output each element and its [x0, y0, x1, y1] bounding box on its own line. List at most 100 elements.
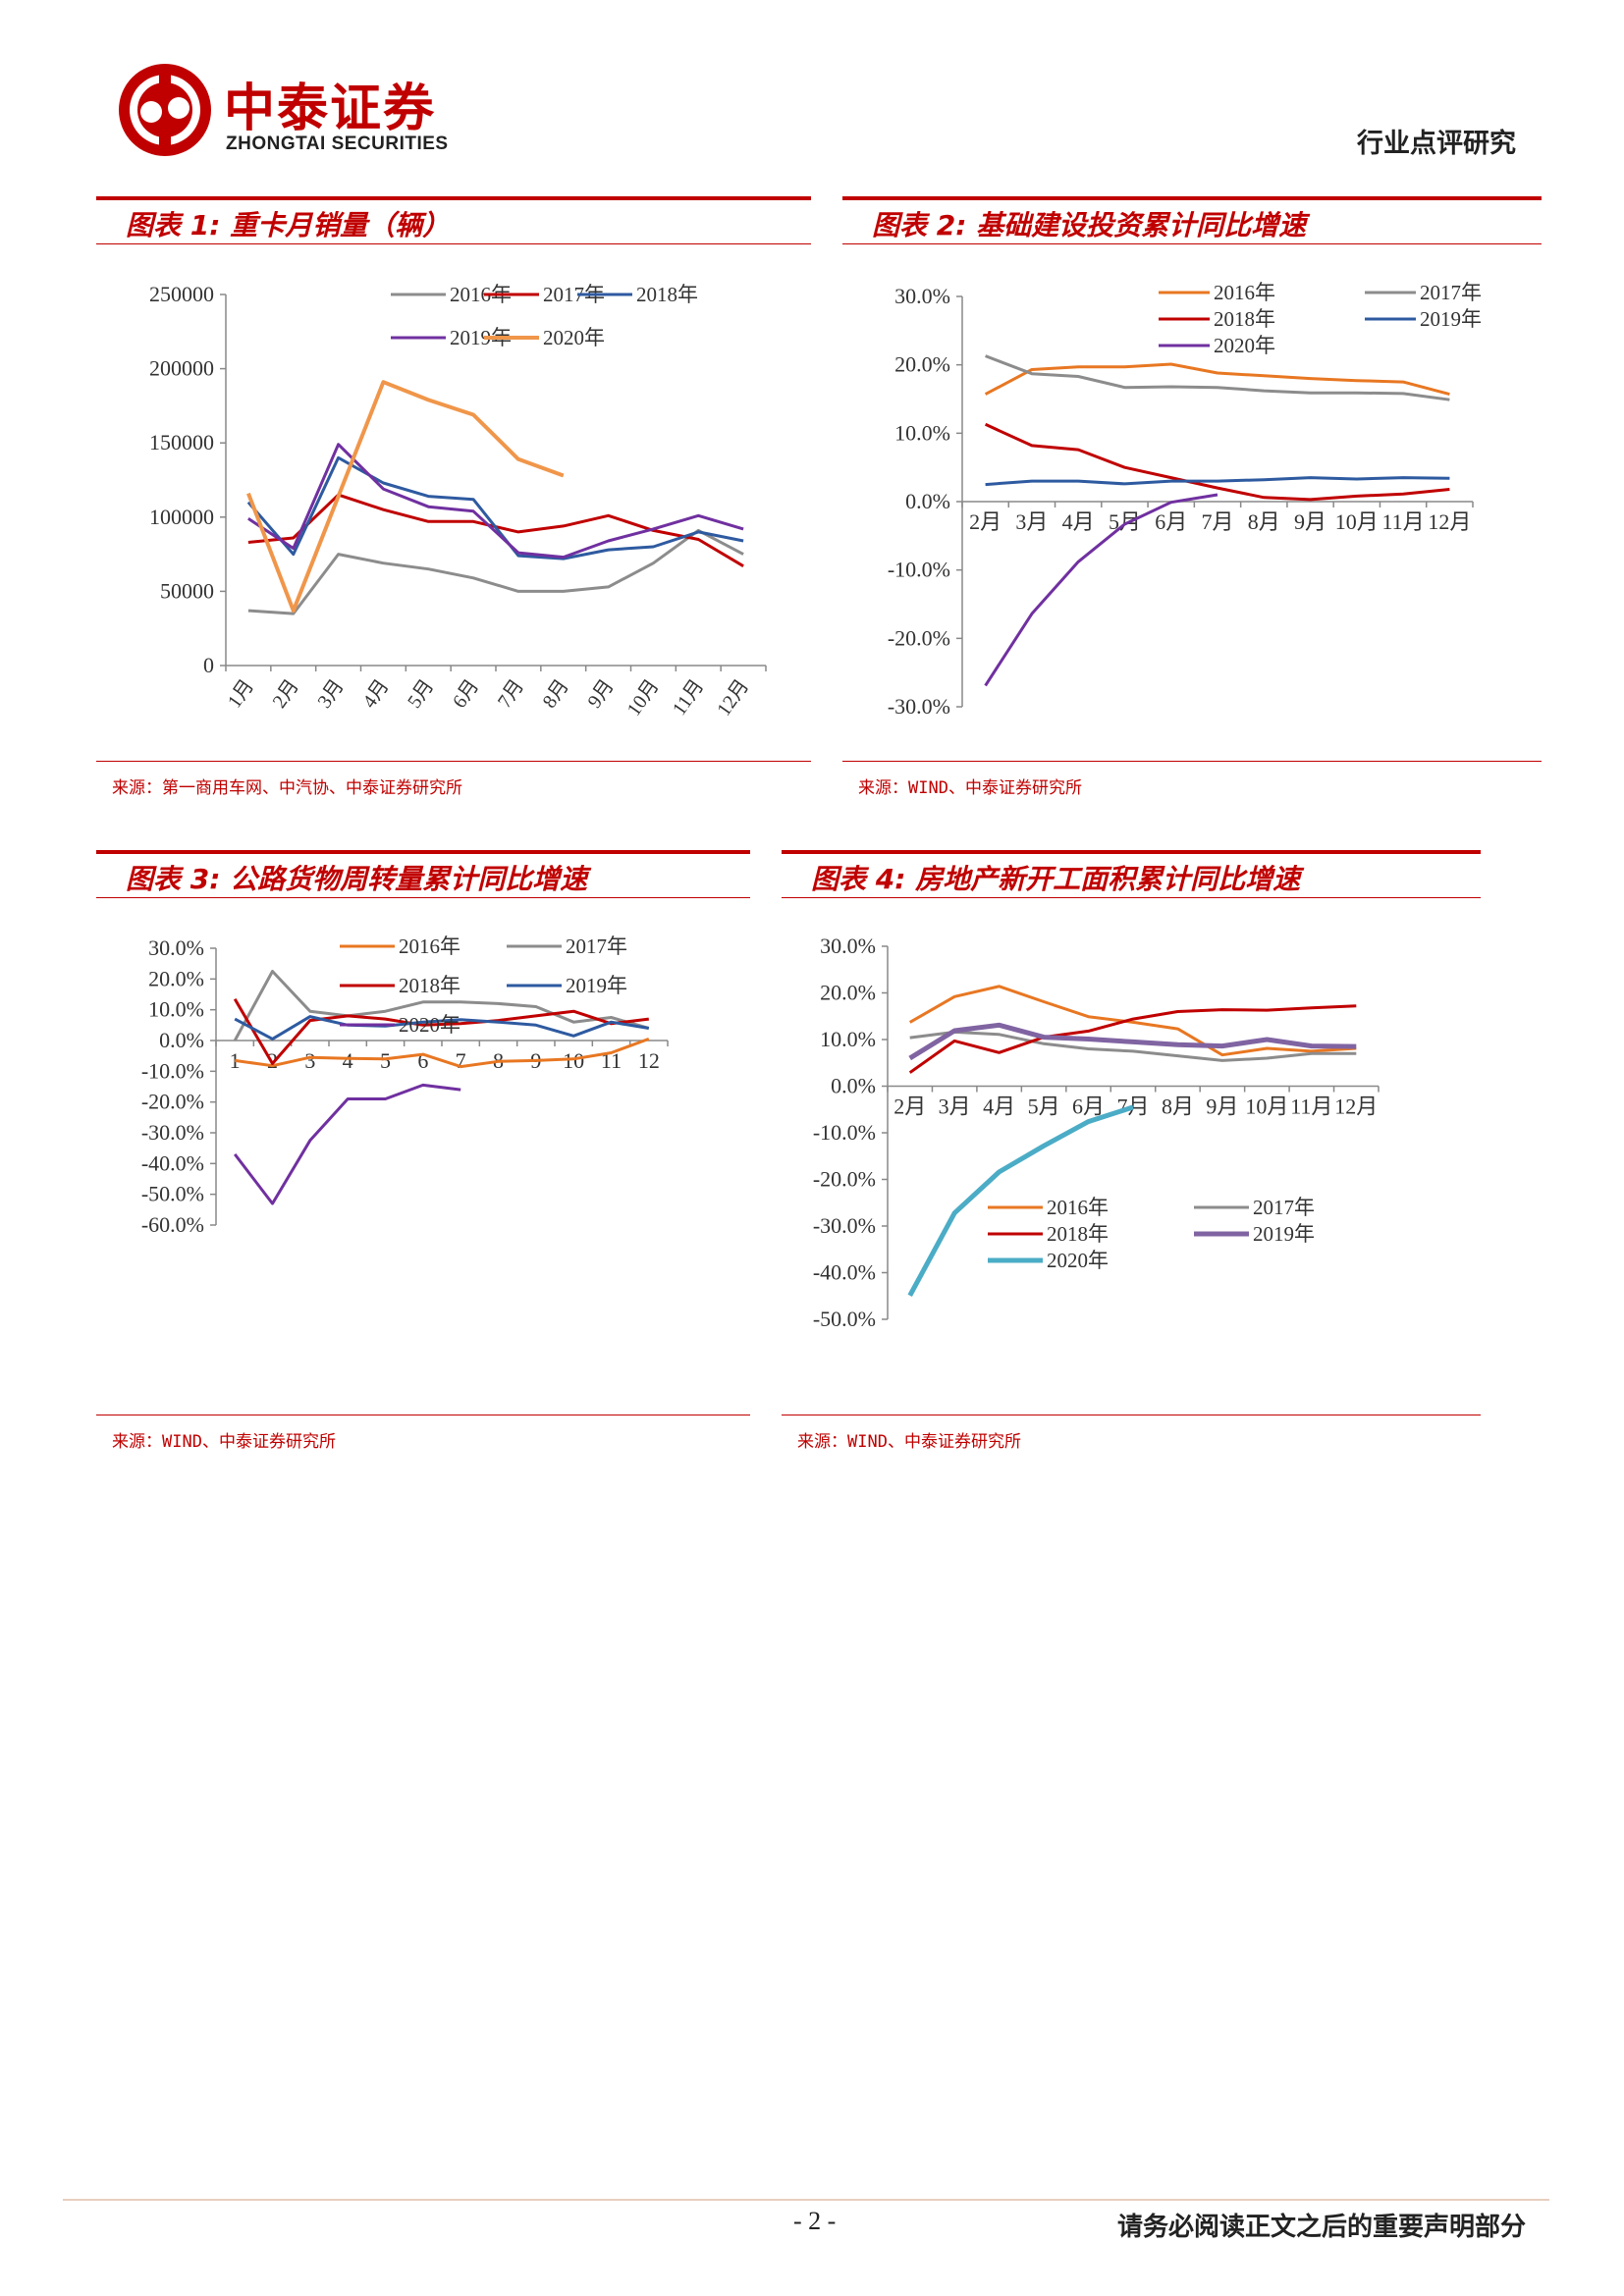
series-line-2016年 — [908, 985, 1357, 1057]
y-tick-label: 200000 — [149, 356, 214, 381]
x-tick-label: 6月 — [1072, 1095, 1105, 1119]
y-tick-label: -30.0% — [888, 694, 950, 719]
x-tick-label: 7月 — [1201, 509, 1233, 534]
series-line-2017年 — [233, 970, 650, 1041]
x-tick-label: 2月 — [893, 1095, 926, 1119]
x-tick-label: 7月 — [1116, 1095, 1149, 1119]
series-line-2018年 — [246, 455, 744, 561]
y-tick-label: -10.0% — [888, 558, 950, 582]
x-tick-label: 4月 — [1062, 509, 1095, 534]
x-tick-label: 11月 — [1381, 509, 1424, 534]
x-tick-label: 5月 — [404, 675, 438, 712]
series-line-2019年 — [234, 1015, 650, 1041]
y-tick-label: 0 — [203, 653, 214, 677]
x-tick-label: 4月 — [358, 675, 393, 712]
y-tick-label: 250000 — [149, 282, 214, 306]
chart-source-2: 来源：WIND、中泰证券研究所 — [858, 778, 1082, 798]
x-tick-label: 3月 — [1015, 509, 1048, 534]
series-line-2020年 — [984, 493, 1218, 687]
x-tick-label: 9月 — [1294, 509, 1326, 534]
chart-title-3: 图表 3: 公路货物周转量累计同比增速 — [126, 863, 588, 895]
x-tick-label: 12月 — [713, 675, 753, 720]
y-tick-label: 100000 — [149, 505, 214, 529]
legend-label: 2017年 — [1420, 281, 1482, 304]
series-line-2017年 — [985, 354, 1450, 401]
series-line-2019年 — [247, 443, 744, 560]
legend-label: 2016年 — [399, 934, 460, 958]
chart-source-4: 来源：WIND、中泰证券研究所 — [797, 1432, 1021, 1452]
x-tick-label: 9月 — [1206, 1095, 1238, 1119]
series-line-2020年 — [907, 1104, 1134, 1297]
x-tick-label: 11月 — [669, 675, 709, 720]
y-tick-label: 30.0% — [148, 935, 204, 960]
legend-label: 2020年 — [1047, 1249, 1109, 1272]
series-line-2018年 — [233, 997, 649, 1065]
y-tick-label: -50.0% — [813, 1307, 876, 1331]
x-tick-label: 2月 — [269, 675, 303, 712]
logo-name: 中泰证券 — [224, 80, 437, 138]
legend-label: 2018年 — [1214, 307, 1275, 331]
series-line-2016年 — [234, 1037, 650, 1069]
chart-source-3: 来源：WIND、中泰证券研究所 — [112, 1432, 336, 1452]
legend-label: 2020年 — [399, 1013, 460, 1037]
logo-emblem-icon — [119, 64, 211, 156]
legend-label: 2017年 — [1253, 1196, 1315, 1219]
legend-label: 2016年 — [1047, 1196, 1109, 1219]
x-tick-label: 10月 — [1245, 1095, 1288, 1119]
x-tick-label: 12月 — [1428, 509, 1471, 534]
chart-panel-4: 图表 4: 房地产新开工面积累计同比增速 -50.0% -40.0% -30.0% -… — [782, 850, 1481, 1459]
y-tick-label: 150000 — [149, 430, 214, 454]
legend-label: 2020年 — [543, 326, 605, 349]
y-tick-label: -40.0% — [141, 1150, 204, 1175]
legend-label: 2018年 — [399, 974, 460, 997]
y-tick-label: 10.0% — [820, 1027, 876, 1051]
x-tick-label: 10 — [563, 1048, 584, 1073]
y-tick-label: 20.0% — [894, 352, 950, 377]
x-tick-label: 11月 — [1290, 1095, 1332, 1119]
company-logo: 中泰证券 ZHONGTAI SECURITIES — [116, 61, 489, 164]
y-tick-label: -60.0% — [141, 1212, 204, 1237]
x-tick-label: 10月 — [1335, 509, 1379, 534]
x-tick-label: 6月 — [449, 675, 483, 712]
y-tick-label: -20.0% — [813, 1167, 876, 1192]
page-number: - 2 - — [793, 2207, 837, 2235]
x-tick-label: 2月 — [969, 509, 1001, 534]
chart-title-1: 图表 1: 重卡月销量（辆） — [126, 209, 451, 241]
x-tick-label: 8月 — [539, 675, 573, 712]
y-tick-label: 30.0% — [820, 934, 876, 958]
x-tick-label: 1月 — [224, 675, 258, 712]
y-tick-label: -40.0% — [813, 1260, 876, 1285]
legend-label: 2018年 — [636, 283, 698, 306]
y-tick-label: 10.0% — [148, 997, 204, 1022]
x-tick-label: 5月 — [1109, 509, 1141, 534]
x-tick-label: 7 — [456, 1048, 466, 1073]
x-tick-label: 7月 — [494, 675, 528, 712]
series-line-2020年 — [234, 1083, 461, 1205]
x-tick-label: 5月 — [1028, 1095, 1060, 1119]
series-line-2017年 — [909, 1030, 1357, 1062]
y-tick-label: -30.0% — [141, 1120, 204, 1145]
x-tick-label: 8月 — [1162, 1095, 1194, 1119]
chart-panel-1: 图表 1: 重卡月销量（辆） 0 50000 100000 150000 200000 2… — [96, 196, 811, 805]
legend-label: 2016年 — [1214, 281, 1275, 304]
x-tick-label: 3月 — [313, 675, 348, 712]
x-tick-label: 8月 — [1248, 509, 1280, 534]
x-tick-label: 9月 — [583, 675, 618, 712]
y-tick-label: -50.0% — [141, 1182, 204, 1206]
x-tick-label: 4月 — [983, 1095, 1015, 1119]
chart-panel-2: 图表 2: 基础建设投资累计同比增速 -30.0% -20.0% -10.0% 0.0… — [842, 196, 1542, 805]
series-line-2019年 — [908, 1022, 1357, 1061]
x-tick-label: 1 — [230, 1048, 241, 1073]
series-line-2020年 — [246, 380, 565, 614]
y-tick-label: 0.0% — [159, 1028, 204, 1052]
y-tick-label: 10.0% — [894, 420, 950, 445]
x-tick-label: 4 — [343, 1048, 353, 1073]
chart-2: -30.0% -20.0% -10.0% 0.0% 10.0% 20.0% 30.0% 2月 3… — [888, 281, 1482, 719]
x-tick-label: 2 — [267, 1048, 278, 1073]
y-tick-label: -10.0% — [141, 1058, 204, 1083]
y-tick-label: -30.0% — [813, 1213, 876, 1238]
y-tick-label: -20.0% — [141, 1090, 204, 1114]
chart-title-2: 图表 2: 基础建设投资累计同比增速 — [872, 209, 1307, 241]
y-tick-label: -20.0% — [888, 625, 950, 650]
x-tick-label: 6月 — [1155, 509, 1187, 534]
